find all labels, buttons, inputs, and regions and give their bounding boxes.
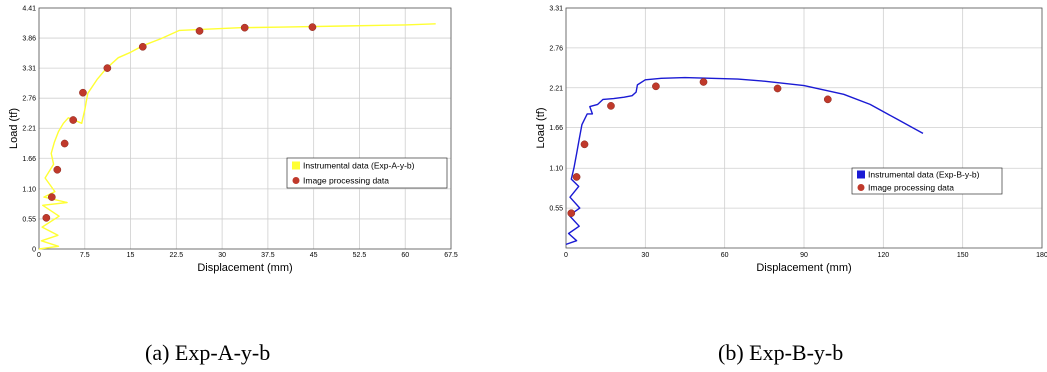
data-point-image xyxy=(572,173,581,181)
x-tick-label: 22.5 xyxy=(170,252,184,259)
x-tick-label: 120 xyxy=(877,252,889,259)
caption-chart-a: (a) Exp-A-y-b xyxy=(145,340,271,365)
data-point-image xyxy=(308,23,317,31)
data-point-image xyxy=(60,139,69,148)
y-tick-label: 0.55 xyxy=(549,206,563,213)
x-tick-label: 52.5 xyxy=(353,252,367,259)
plot-frame xyxy=(38,7,452,250)
legend-box xyxy=(851,167,1003,195)
y-tick-label: 3.31 xyxy=(22,66,36,73)
y-tick-label: 0.55 xyxy=(22,216,36,223)
data-point-image xyxy=(53,165,62,174)
y-tick-label: 3.86 xyxy=(22,36,36,43)
legend: Instrumental data (Exp-A-y-b) Image proce… xyxy=(286,157,448,189)
legend-label-instrumental: Instrumental data (Exp-B-y-b) xyxy=(868,170,980,180)
data-point-image xyxy=(79,88,87,97)
x-tick-label: 45 xyxy=(310,252,318,259)
data-point-image xyxy=(47,193,56,201)
data-point-image xyxy=(240,23,249,32)
y-tick-label: 0 xyxy=(32,247,36,254)
data-point-image xyxy=(195,27,204,35)
legend: Instrumental data (Exp-B-y-b) Image proce… xyxy=(851,167,1003,195)
data-point-image xyxy=(607,102,615,110)
x-tick-label: 90 xyxy=(800,252,808,259)
caption-chart-b: (b) Exp-B-y-b xyxy=(718,340,844,365)
x-tick-label: 30 xyxy=(218,252,226,259)
y-axis-label: Load (tf) xyxy=(535,108,547,149)
data-point-image xyxy=(652,82,660,91)
x-axis-label: Displacement (mm) xyxy=(756,262,851,274)
x-tick-label: 150 xyxy=(957,252,969,259)
y-axis-label: Load (tf) xyxy=(8,108,20,149)
data-point-image xyxy=(103,64,112,72)
y-tick-label: 1.66 xyxy=(549,125,563,132)
x-tick-label: 0 xyxy=(37,252,41,259)
data-point-image xyxy=(773,84,782,93)
data-point-image xyxy=(580,140,589,149)
data-point-image xyxy=(42,214,51,222)
legend-label-image: Image processing data xyxy=(868,183,954,193)
plot-frame xyxy=(565,7,1043,249)
x-tick-label: 30 xyxy=(641,252,649,259)
x-tick-label: 7.5 xyxy=(80,252,90,259)
x-tick-label: 67.5 xyxy=(444,252,458,259)
legend-swatch-image xyxy=(292,177,300,184)
legend-label-instrumental: Instrumental data (Exp-A-y-b) xyxy=(303,161,415,171)
x-tick-label: 37.5 xyxy=(261,252,275,259)
data-point-image xyxy=(567,209,576,218)
series-line-instrumental xyxy=(565,76,924,246)
x-tick-label: 0 xyxy=(564,252,568,259)
y-tick-label: 2.76 xyxy=(549,45,563,52)
chart-a: 0 7.5 15 22.5 30 37.5 45 52.5 60 67.5 0 0.55 1.10 1.6… xyxy=(8,6,458,275)
data-point-image xyxy=(69,116,78,124)
data-point-image xyxy=(138,42,147,51)
y-tick-label: 1.10 xyxy=(22,186,36,193)
x-tick-label: 15 xyxy=(127,252,135,259)
legend-box xyxy=(286,157,448,189)
y-tick-label: 1.10 xyxy=(549,166,563,173)
chart-b: 0 30 60 90 120 150 180 0.55 1.10 1.66 2.21 2.76 3.31… xyxy=(535,6,1047,275)
x-tick-label: 60 xyxy=(721,252,729,259)
x-tick-label: 180 xyxy=(1036,252,1047,259)
y-tick-label: 1.66 xyxy=(22,156,36,163)
y-tick-label: 2.21 xyxy=(549,85,563,92)
y-tick-label: 2.21 xyxy=(22,126,36,133)
x-tick-label: 60 xyxy=(401,252,409,259)
data-point-image xyxy=(699,78,708,86)
x-axis-label: Displacement (mm) xyxy=(197,262,292,274)
data-point-image xyxy=(823,95,832,104)
legend-label-image: Image processing data xyxy=(303,176,389,186)
legend-swatch-image xyxy=(857,184,865,191)
legend-swatch-instrumental xyxy=(857,170,865,179)
y-tick-label: 3.31 xyxy=(549,6,563,13)
y-tick-label: 4.41 xyxy=(22,6,36,13)
legend-swatch-instrumental xyxy=(292,161,300,170)
y-tick-label: 2.76 xyxy=(22,96,36,103)
